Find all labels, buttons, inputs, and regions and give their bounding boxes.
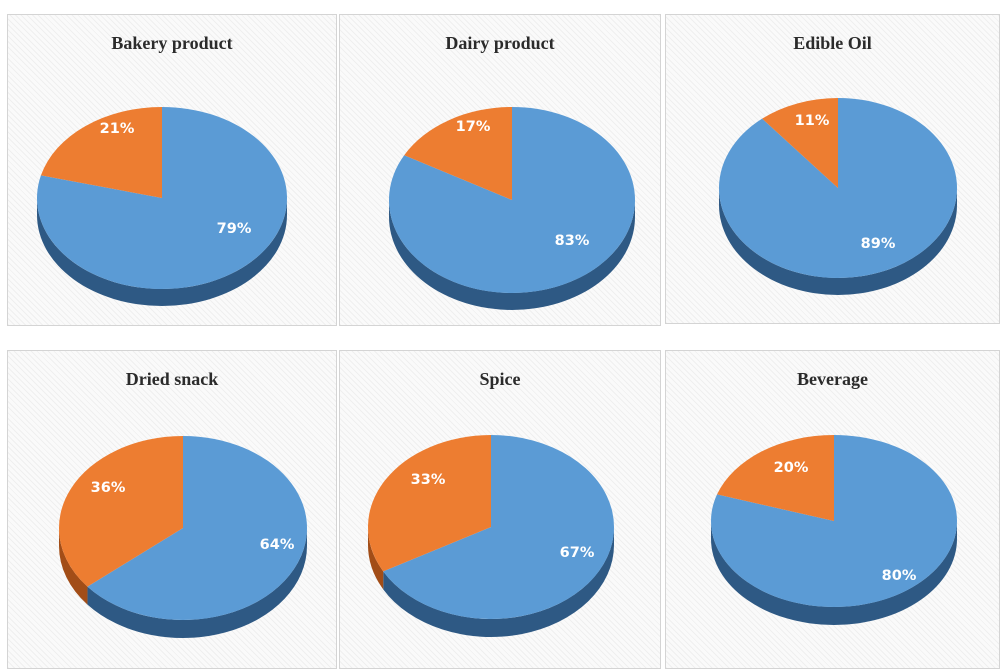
slice-label: 67% (560, 545, 595, 561)
pie-slice (368, 435, 491, 572)
slice-label: 83% (555, 233, 590, 249)
pie-slice-side (368, 527, 384, 590)
pie-slice-side (389, 200, 635, 310)
slice-label: 21% (100, 121, 135, 137)
pie-slice-side (59, 528, 88, 605)
chart-title: Beverage (797, 369, 868, 389)
pie-slice (58, 436, 183, 587)
chart-panel-edible-oil: Edible Oil 89% 11% (665, 14, 1000, 324)
pie-slice-side (711, 521, 957, 625)
pie-slice-side (37, 198, 287, 306)
pie-slice (87, 436, 307, 620)
pie-chart: 67% 33% (368, 435, 614, 637)
pie-slice-side (87, 528, 307, 638)
slice-label: 11% (795, 113, 830, 129)
slice-label: 79% (217, 221, 252, 237)
slice-label: 80% (882, 568, 917, 584)
slice-label: 20% (774, 460, 809, 476)
pie-slice (389, 107, 635, 294)
chart-title: Edible Oil (793, 33, 872, 53)
pie-chart: 80% 20% (711, 435, 957, 625)
pie-slice (717, 435, 834, 521)
pie-slice (40, 107, 162, 198)
slice-label: 89% (861, 236, 896, 252)
slice-label: 64% (260, 537, 295, 553)
chart-title: Dried snack (125, 369, 219, 389)
pie-slice (762, 98, 838, 188)
chart-panel-dairy-product: Dairy product 83% 17% (339, 14, 661, 326)
chart-title: Dairy product (445, 33, 555, 53)
pie-slice (383, 435, 614, 619)
chart-title: Spice (479, 369, 521, 389)
pie-chart: 83% 17% (389, 107, 635, 310)
pie-chart: 89% 11% (719, 98, 957, 295)
pie-slice (719, 98, 957, 279)
chart-panel-beverage: Beverage 80% 20% (665, 350, 1000, 669)
chart-panel-bakery-product: Bakery product 79% 21% (7, 14, 337, 326)
slice-label: 33% (411, 472, 446, 488)
pie-slice (404, 107, 512, 200)
pie-slice-side (383, 527, 614, 637)
slice-label: 36% (91, 480, 126, 496)
pie-chart: 79% 21% (37, 107, 287, 306)
slice-label: 17% (456, 119, 491, 135)
pie-chart: 64% 36% (58, 436, 307, 638)
chart-panel-spice: Spice 67% 33% (339, 350, 661, 669)
chart-title: Bakery product (111, 33, 233, 53)
chart-panel-dried-snack: Dried snack 64% 36% (7, 350, 337, 669)
pie-slice-side (719, 188, 957, 295)
